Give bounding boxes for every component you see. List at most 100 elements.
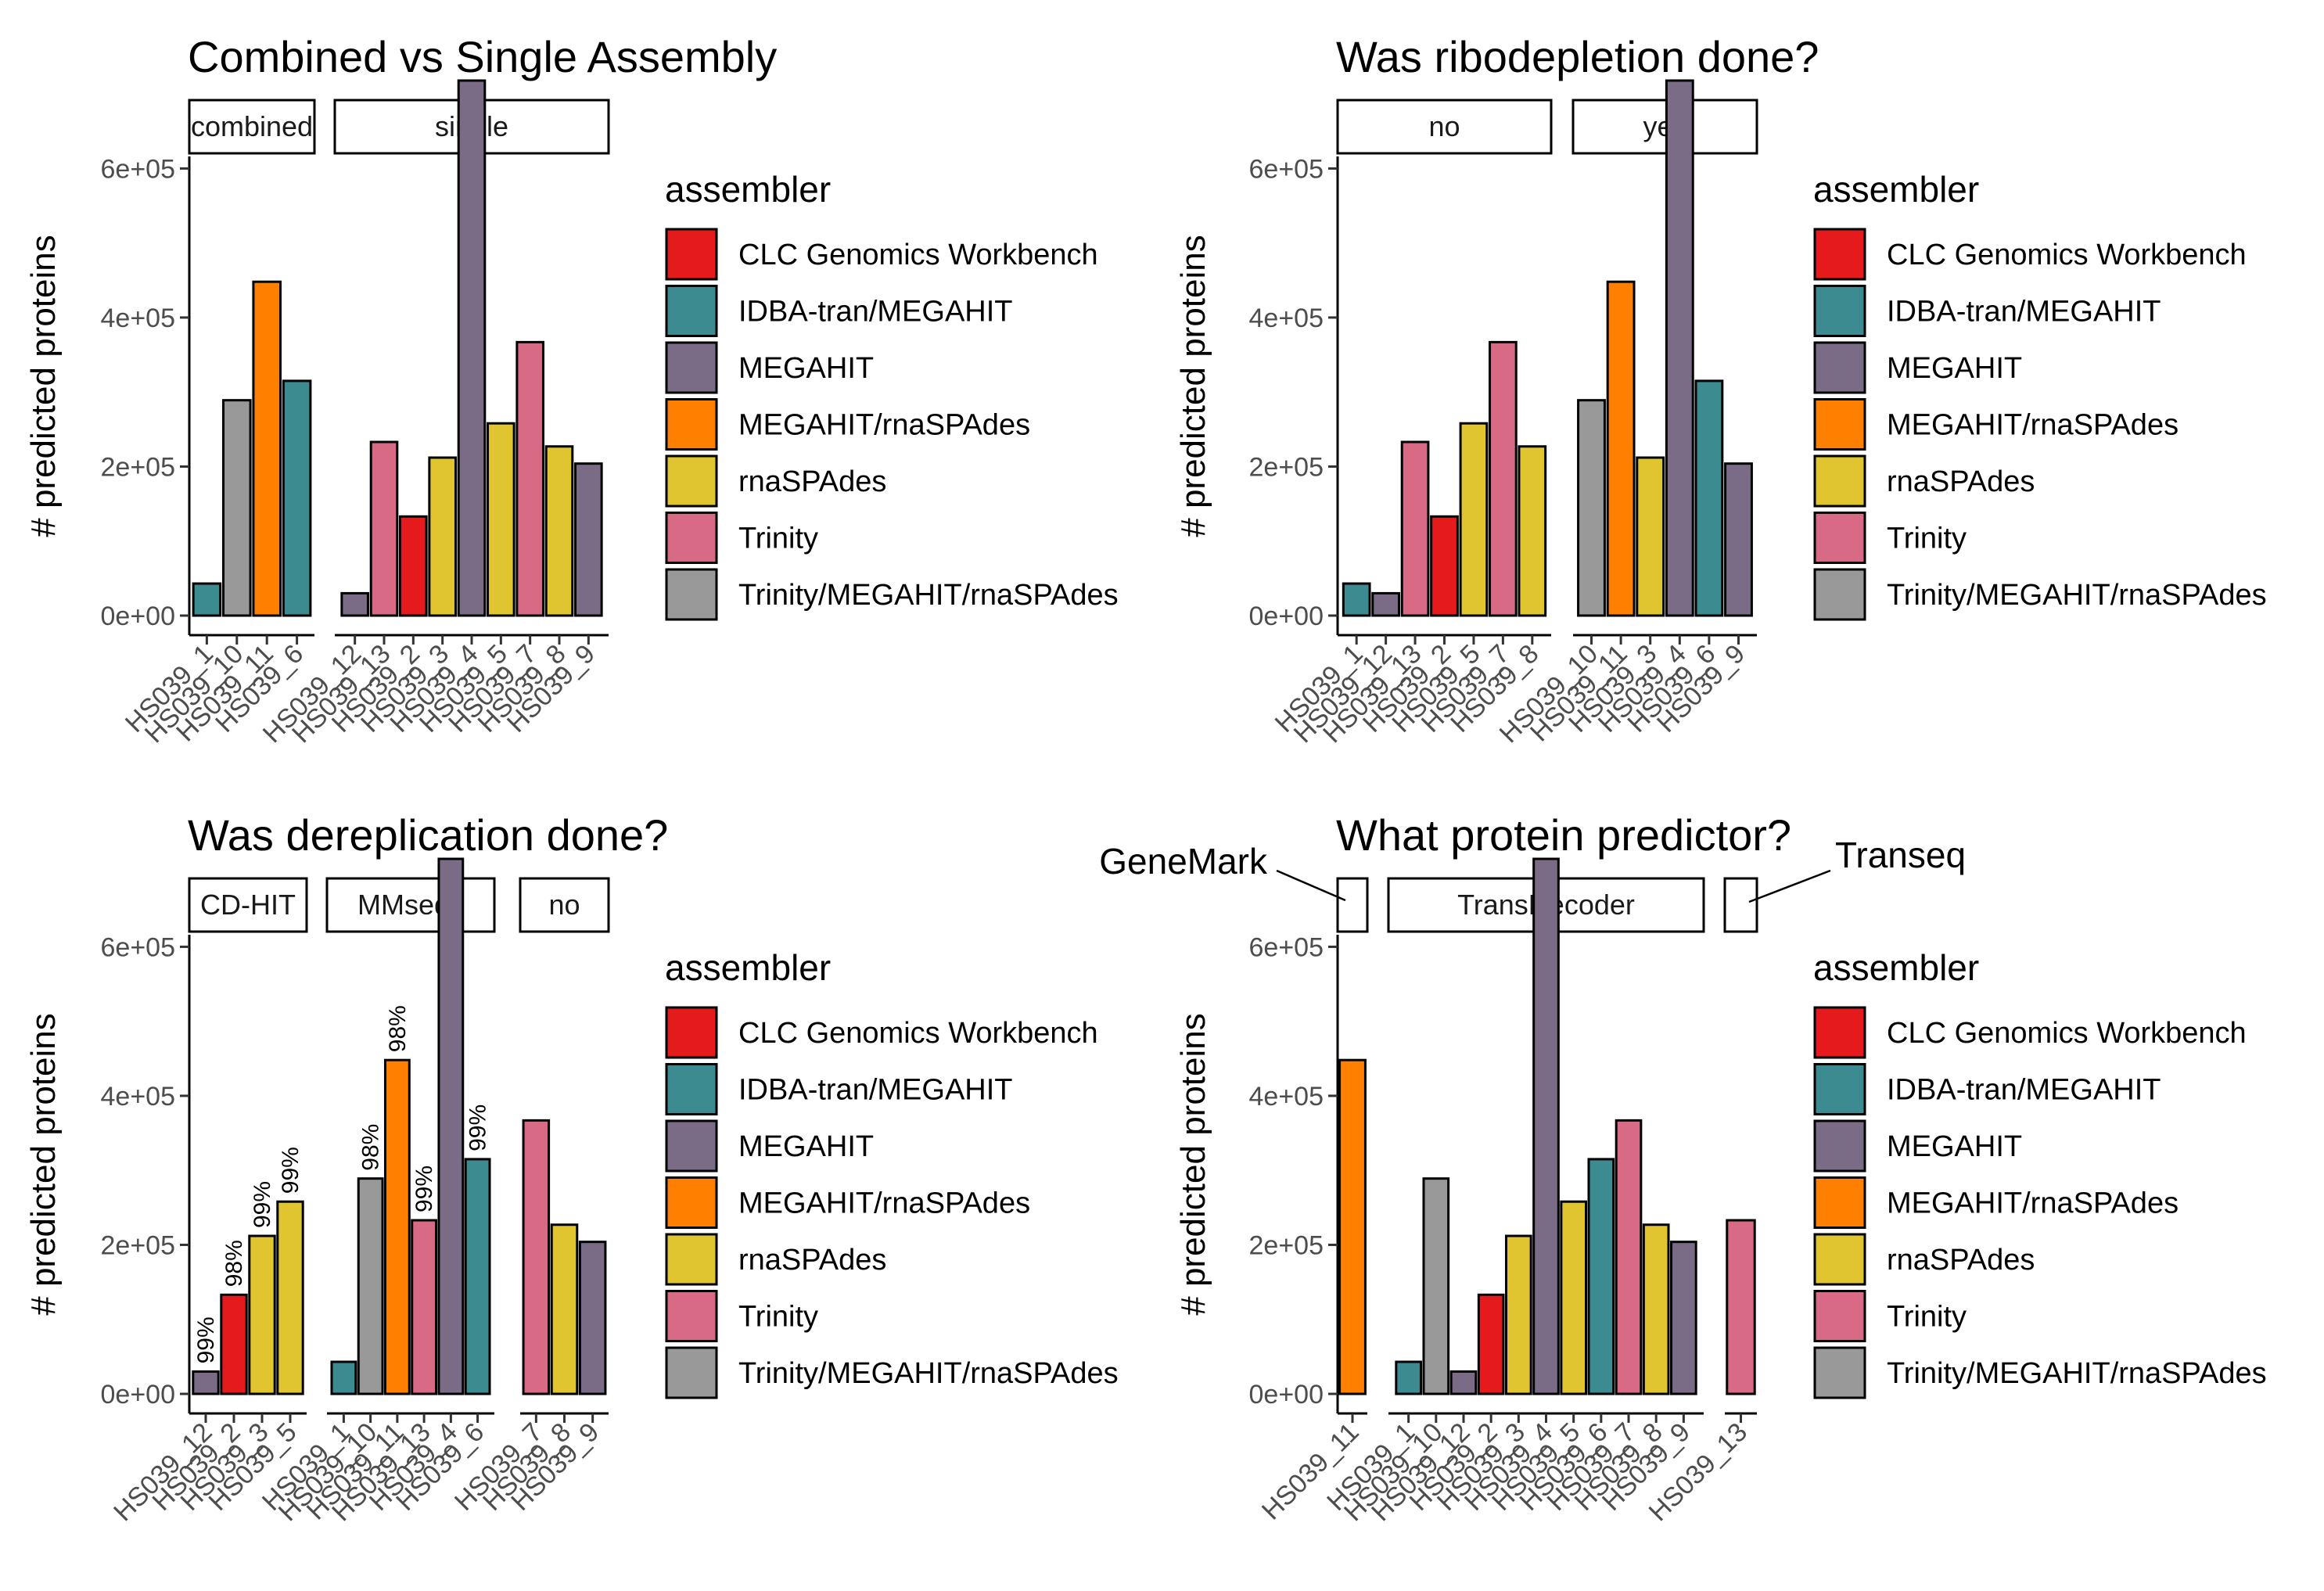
- y-tick-label: 2e+05: [1249, 1230, 1324, 1260]
- legend-entry: MEGAHIT/rnaSPAdes: [1887, 409, 2179, 442]
- bar: [428, 456, 457, 617]
- bar: [1477, 1293, 1505, 1395]
- bar: [515, 340, 544, 617]
- legend-entry: CLC Genomics Workbench: [1887, 239, 2247, 271]
- legend-swatch: [665, 398, 718, 451]
- chart-panel-3: Was dereplication done? # predicted prote…: [24, 810, 1119, 1527]
- y-axis-label: # predicted proteins: [24, 235, 63, 537]
- y-axis-label: # predicted proteins: [1174, 235, 1212, 537]
- bar: [192, 582, 222, 617]
- legend-swatch: [665, 285, 718, 337]
- legend-swatch: [1813, 1346, 1866, 1399]
- y-tick-label: 0e+00: [101, 1380, 176, 1410]
- facet-strip: [1336, 877, 1369, 933]
- bar: [487, 422, 515, 617]
- bar-data-label: 98%: [221, 1240, 247, 1287]
- y-tick-label: 6e+05: [101, 932, 176, 962]
- legend-entry: MEGAHIT: [738, 1130, 874, 1163]
- bar: [220, 1293, 248, 1395]
- legend-swatch: [1813, 1063, 1866, 1115]
- legend-entry: Trinity/MEGAHIT/rnaSPAdes: [738, 1357, 1119, 1390]
- bar: [1371, 591, 1400, 617]
- bar: [574, 462, 603, 617]
- chart-panel-2: Was ribodepletion done? # predicted prote…: [1174, 32, 2267, 749]
- legend-swatch: [665, 568, 718, 621]
- bar: [248, 1234, 276, 1395]
- legend-swatch: [1813, 1290, 1866, 1342]
- bar-data-label: 99%: [465, 1104, 491, 1151]
- bar: [252, 280, 282, 617]
- bar-data-label: 99%: [411, 1165, 437, 1212]
- legend-swatch: [665, 1176, 718, 1229]
- legend-entry: MEGAHIT: [1887, 352, 2022, 385]
- legend-entry: Trinity/MEGAHIT/rnaSPAdes: [1887, 1357, 2267, 1390]
- legend-entry: Trinity/MEGAHIT/rnaSPAdes: [1887, 579, 2267, 612]
- bar-data-label: 99%: [193, 1316, 219, 1363]
- facet-strip: [1571, 99, 1758, 155]
- legend-swatch: [665, 341, 718, 394]
- legend-entry: CLC Genomics Workbench: [738, 239, 1098, 271]
- legend-swatch: [1813, 568, 1866, 621]
- bar: [222, 399, 252, 617]
- legend-entry: rnaSPAdes: [738, 1244, 886, 1277]
- legend-entry: IDBA-tran/MEGAHIT: [738, 1074, 1013, 1107]
- legend-entry: CLC Genomics Workbench: [738, 1017, 1098, 1050]
- bar: [1449, 1370, 1478, 1395]
- legend-title: assembler: [1813, 169, 1979, 210]
- y-axis-label: # predicted proteins: [1174, 1013, 1212, 1315]
- bar: [464, 1158, 491, 1395]
- facet-strip: [188, 99, 316, 155]
- chart-title: Combined vs Single Assembly: [188, 32, 777, 81]
- y-tick-label: 4e+05: [1249, 1082, 1324, 1112]
- facet-strip: [519, 877, 610, 933]
- bar: [522, 1119, 551, 1395]
- bar: [276, 1200, 304, 1395]
- legend-entry: MEGAHIT: [738, 352, 874, 385]
- legend-entry: MEGAHIT/rnaSPAdes: [738, 409, 1030, 442]
- bar: [383, 1058, 411, 1395]
- legend-title: assembler: [665, 947, 831, 988]
- bar: [1587, 1158, 1615, 1395]
- legend-swatch: [1813, 1119, 1866, 1173]
- bar: [457, 79, 487, 617]
- bar: [1615, 1119, 1643, 1395]
- chart-title: Was dereplication done?: [188, 810, 668, 860]
- legend-entry: Trinity: [738, 523, 818, 555]
- bar-data-label: 98%: [358, 1124, 384, 1171]
- legend-entry: IDBA-tran/MEGAHIT: [1887, 1074, 2161, 1107]
- facet-strip-label: combined: [191, 110, 313, 142]
- bar-data-label: 99%: [278, 1147, 304, 1194]
- legend-swatch: [665, 1233, 718, 1286]
- bar: [1505, 1234, 1532, 1395]
- y-tick-label: 0e+00: [1249, 602, 1324, 631]
- bar: [282, 379, 312, 617]
- legend-entry: Trinity: [1887, 523, 1967, 555]
- y-tick-label: 6e+05: [1249, 932, 1324, 962]
- y-tick-label: 6e+05: [1249, 154, 1324, 184]
- bar: [1670, 1241, 1697, 1395]
- bar: [1636, 456, 1665, 617]
- legend-entry: IDBA-tran/MEGAHIT: [738, 296, 1013, 329]
- bar: [1577, 399, 1606, 617]
- bar: [1342, 582, 1371, 617]
- legend-entry: rnaSPAdes: [1887, 1244, 2035, 1277]
- y-tick-label: 4e+05: [1249, 303, 1324, 333]
- bar: [1642, 1223, 1670, 1395]
- bar: [437, 857, 465, 1395]
- legend-swatch: [665, 1063, 718, 1115]
- legend: assembler CLC Genomics Workbench IDBA-tran…: [665, 169, 1119, 621]
- bar: [1606, 280, 1636, 617]
- y-axis-label: # predicted proteins: [24, 1013, 63, 1315]
- legend-entry: Trinity: [1887, 1301, 1967, 1334]
- legend-title: assembler: [665, 169, 831, 210]
- facet-callout-label: Transeq: [1835, 835, 1966, 875]
- legend-swatch: [1813, 228, 1866, 281]
- legend-swatch: [1813, 512, 1866, 564]
- bar: [1694, 379, 1724, 617]
- bar: [544, 445, 574, 617]
- bar: [1395, 1360, 1422, 1395]
- chart-title: Was ribodepletion done?: [1336, 32, 1819, 81]
- bar: [1726, 1219, 1756, 1395]
- facet-callout-line: [1276, 869, 1346, 902]
